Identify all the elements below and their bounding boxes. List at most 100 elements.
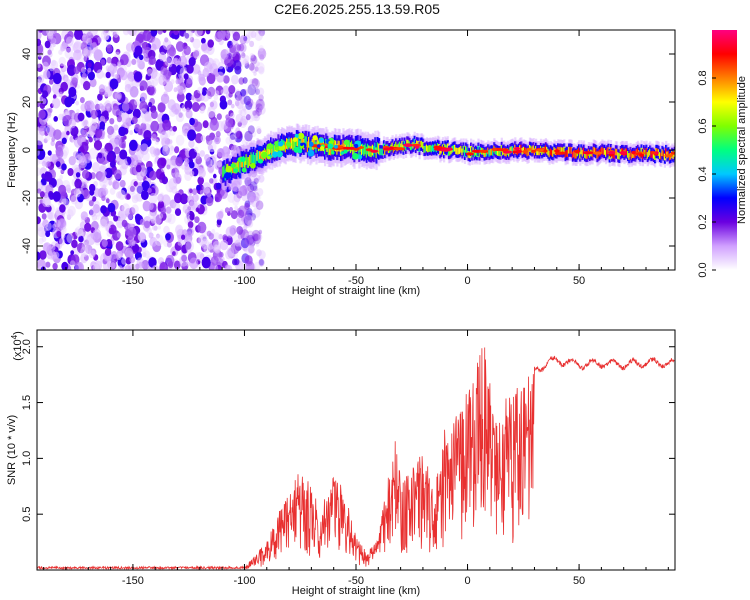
signal-core [661,149,664,156]
noise-cell [151,133,157,141]
noise-cell [194,121,203,132]
noise-cell [248,114,254,123]
noise-cell [244,218,252,228]
noise-cell [70,254,80,266]
signal-core [395,141,398,149]
noise-cell [207,86,216,97]
noise-cell [167,213,176,225]
noise-cell [156,233,160,239]
spectrogram-plot: -150 -100 -50 0 50 -40 -20 0 20 40 Height of str… [6,29,676,297]
signal-core [444,143,447,151]
noise-cell [245,255,253,265]
signal-core [625,148,628,156]
noise-cell [126,193,131,200]
noise-cell [252,185,258,192]
signal-core [293,139,296,151]
noise-cell [56,230,62,238]
noise-cell [81,241,89,251]
noise-cell [216,218,222,226]
signal-blob [278,141,284,147]
noise-cell [47,49,52,55]
noise-cell [144,111,154,123]
signal-core [560,147,563,154]
noise-cell [121,143,126,149]
noise-cell [112,179,120,190]
signal-blob [286,141,292,148]
signal-core [509,147,512,154]
signal-core [247,157,251,168]
noise-cell [194,30,203,37]
noise-cell [77,227,86,238]
noise-cell [255,98,265,111]
noise-cell [257,30,265,36]
noise-cell [247,84,256,96]
noise-cell [240,115,249,126]
signal-core [646,152,649,159]
signal-core [592,146,595,154]
noise-cell [176,85,182,92]
x-tick-label: -50 [348,575,364,587]
signal-peak [619,151,627,155]
noise-cell [72,151,79,159]
noise-cell [88,136,93,143]
signal-core [266,146,269,158]
noise-cell [46,125,54,136]
noise-cell [99,218,108,229]
noise-cell [131,116,138,124]
noise-cell [244,263,253,270]
noise-cell [194,202,201,210]
signal-core [450,147,453,155]
signal-core [568,146,571,154]
signal-core [476,150,479,157]
noise-cell [148,232,154,239]
noise-cell [246,98,254,107]
noise-cell [250,195,260,208]
noise-cell [124,265,131,270]
noise-cell [207,106,212,112]
signal-core [497,149,500,156]
signal-core [301,136,305,148]
signal-core [607,147,610,154]
signal-core [381,148,384,156]
noise-cell [153,159,158,165]
signal-blob [272,151,278,158]
noise-cell [61,163,67,171]
noise-cell [255,107,262,117]
noise-cell [139,54,144,61]
noise-cell [250,169,258,178]
noise-cell [186,64,194,74]
noise-cell [200,135,206,142]
noise-cell [37,158,40,166]
noise-cell [162,30,167,34]
noise-cell [76,84,80,89]
noise-cell [189,36,195,43]
noise-cell [255,103,263,113]
snr-x-ticks: -150 -100 -50 0 50 [43,330,669,587]
noise-cell [134,45,143,56]
noise-cell [75,172,81,178]
signal-core [613,152,616,159]
noise-cell [52,262,58,270]
noise-cell [41,173,46,179]
signal-blob [312,135,318,141]
noise-cell [161,176,168,185]
noise-cell [152,71,161,81]
noise-cell [39,250,47,260]
noise-cell [234,205,239,211]
signal-core [582,147,586,155]
noise-cell [95,123,101,130]
noise-cell [104,167,113,179]
noise-cell [47,150,52,156]
noise-cell [142,151,150,162]
signal-core [629,150,632,157]
noise-cell [201,37,206,44]
signal-core [643,148,646,156]
signal-core [586,151,589,159]
noise-cell [170,146,175,151]
signal-peak [514,147,520,151]
noise-cell [46,177,50,182]
noise-cell [186,261,191,267]
noise-cell [252,233,259,242]
noise-cell [90,103,96,110]
signal-core [413,139,416,146]
